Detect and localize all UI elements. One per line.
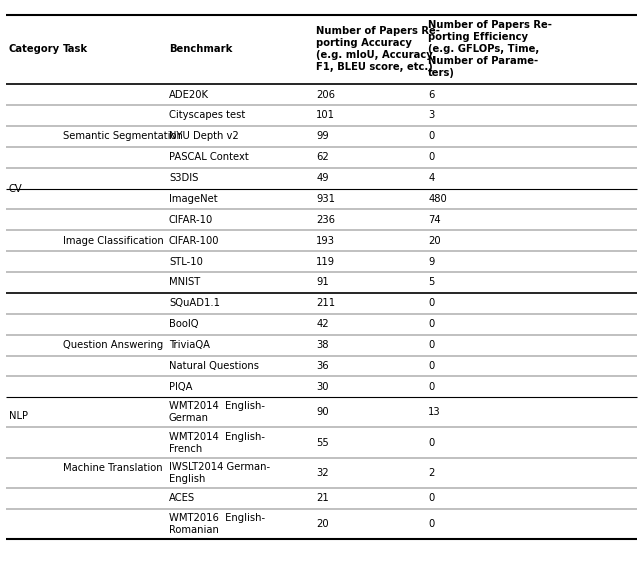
Text: STL-10: STL-10 xyxy=(169,256,203,267)
Text: Semantic Segmentation: Semantic Segmentation xyxy=(63,131,183,142)
Text: ADE20K: ADE20K xyxy=(169,89,209,100)
Text: 38: 38 xyxy=(316,340,329,350)
Text: 0: 0 xyxy=(428,152,435,162)
Text: 20: 20 xyxy=(316,519,329,529)
Text: Task: Task xyxy=(63,44,88,55)
Text: 0: 0 xyxy=(428,340,435,350)
Text: Image Classification: Image Classification xyxy=(63,235,164,246)
Text: 101: 101 xyxy=(316,110,335,121)
Text: 2: 2 xyxy=(428,467,435,478)
Text: ImageNet: ImageNet xyxy=(169,194,218,204)
Text: ACES: ACES xyxy=(169,493,195,503)
Text: 30: 30 xyxy=(316,382,329,392)
Text: 480: 480 xyxy=(428,194,447,204)
Text: 90: 90 xyxy=(316,407,329,418)
Text: Category: Category xyxy=(9,44,60,55)
Text: Cityscapes test: Cityscapes test xyxy=(169,110,245,121)
Text: PASCAL Context: PASCAL Context xyxy=(169,152,249,162)
Text: Machine Translation: Machine Translation xyxy=(63,463,163,473)
Text: 42: 42 xyxy=(316,319,329,329)
Text: 6: 6 xyxy=(428,89,435,100)
Text: 21: 21 xyxy=(316,493,329,503)
Text: NLP: NLP xyxy=(9,411,28,421)
Text: 36: 36 xyxy=(316,361,329,371)
Text: CV: CV xyxy=(9,183,22,194)
Text: IWSLT2014 German-
English: IWSLT2014 German- English xyxy=(169,462,270,484)
Text: Benchmark: Benchmark xyxy=(169,44,232,55)
Text: TriviaQA: TriviaQA xyxy=(169,340,210,350)
Text: 99: 99 xyxy=(316,131,329,142)
Text: Number of Papers Re-
porting Efficiency
(e.g. GFLOPs, Time,
Number of Parame-
te: Number of Papers Re- porting Efficiency … xyxy=(428,20,552,78)
Text: 211: 211 xyxy=(316,298,335,309)
Text: 4: 4 xyxy=(428,173,435,183)
Text: BoolQ: BoolQ xyxy=(169,319,198,329)
Text: NYU Depth v2: NYU Depth v2 xyxy=(169,131,239,142)
Text: Natural Questions: Natural Questions xyxy=(169,361,259,371)
Text: 0: 0 xyxy=(428,382,435,392)
Text: 0: 0 xyxy=(428,519,435,529)
Text: 62: 62 xyxy=(316,152,329,162)
Text: 20: 20 xyxy=(428,235,441,246)
Text: 931: 931 xyxy=(316,194,335,204)
Text: 91: 91 xyxy=(316,277,329,288)
Text: 0: 0 xyxy=(428,319,435,329)
Text: 236: 236 xyxy=(316,215,335,225)
Text: CIFAR-100: CIFAR-100 xyxy=(169,235,220,246)
Text: 0: 0 xyxy=(428,298,435,309)
Text: 193: 193 xyxy=(316,235,335,246)
Text: 49: 49 xyxy=(316,173,329,183)
Text: 0: 0 xyxy=(428,493,435,503)
Text: SQuAD1.1: SQuAD1.1 xyxy=(169,298,220,309)
Text: WMT2014  English-
German: WMT2014 English- German xyxy=(169,401,265,423)
Text: 206: 206 xyxy=(316,89,335,100)
Text: 119: 119 xyxy=(316,256,335,267)
Text: 0: 0 xyxy=(428,361,435,371)
Text: 74: 74 xyxy=(428,215,441,225)
Text: Question Answering: Question Answering xyxy=(63,340,164,350)
Text: WMT2014  English-
French: WMT2014 English- French xyxy=(169,432,265,454)
Text: CIFAR-10: CIFAR-10 xyxy=(169,215,213,225)
Text: MNIST: MNIST xyxy=(169,277,200,288)
Text: 9: 9 xyxy=(428,256,435,267)
Text: 32: 32 xyxy=(316,467,329,478)
Text: 3: 3 xyxy=(428,110,435,121)
Text: S3DIS: S3DIS xyxy=(169,173,198,183)
Text: PIQA: PIQA xyxy=(169,382,193,392)
Text: 0: 0 xyxy=(428,131,435,142)
Text: 5: 5 xyxy=(428,277,435,288)
Text: 0: 0 xyxy=(428,437,435,448)
Text: WMT2016  English-
Romanian: WMT2016 English- Romanian xyxy=(169,513,265,535)
Text: Number of Papers Re-
porting Accuracy
(e.g. mIoU, Accuracy,
F1, BLEU score, etc.: Number of Papers Re- porting Accuracy (e… xyxy=(316,26,440,72)
Text: 13: 13 xyxy=(428,407,441,418)
Text: 55: 55 xyxy=(316,437,329,448)
